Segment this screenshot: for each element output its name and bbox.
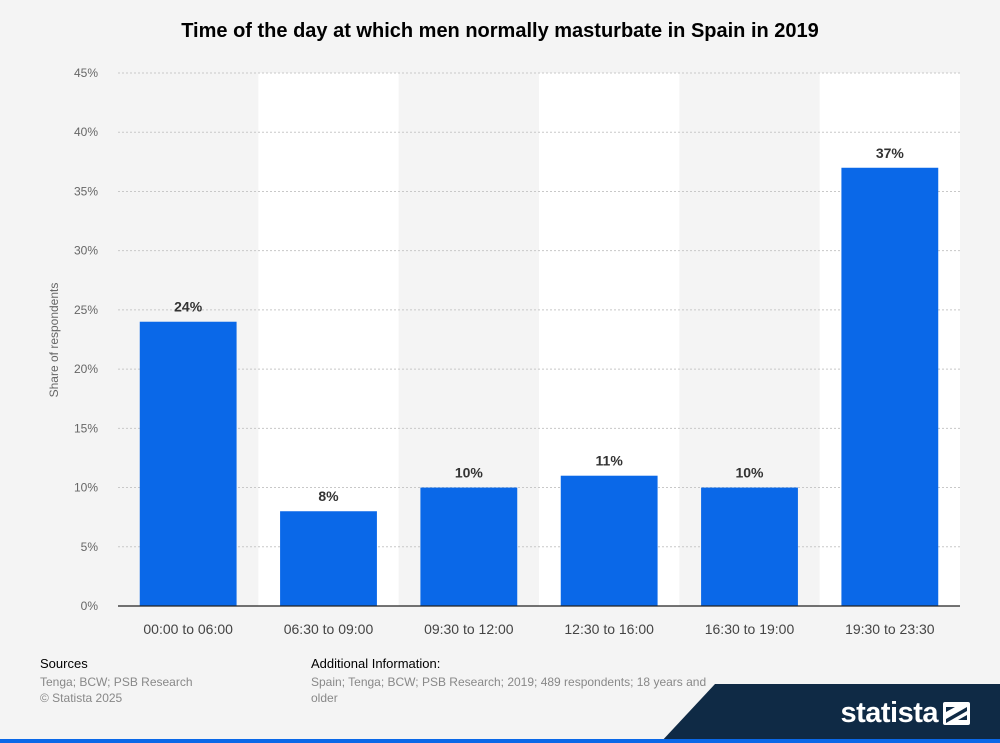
statista-logo-text[interactable]: statista <box>840 697 938 729</box>
bar[interactable] <box>701 487 798 606</box>
additional-info-text: Spain; Tenga; BCW; PSB Research; 2019; 4… <box>311 674 707 706</box>
sources-block: Sources Tenga; BCW; PSB Research © Stati… <box>40 656 280 707</box>
bar[interactable] <box>139 321 237 606</box>
x-tick-label: 09:30 to 12:00 <box>424 621 514 637</box>
x-tick-label: 16:30 to 19:00 <box>705 621 795 637</box>
bar[interactable] <box>280 511 377 606</box>
value-labels: 24% 8% 10% 11% 10% 37% <box>174 145 904 504</box>
value-label: 37% <box>876 145 905 161</box>
x-tick-label: 06:30 to 09:00 <box>284 621 374 637</box>
value-label: 10% <box>735 465 764 481</box>
bar[interactable] <box>420 487 518 606</box>
y-tick-label: 10% <box>74 481 98 495</box>
y-axis-label: Share of respondents <box>47 283 61 398</box>
chart-title: Time of the day at which men normally ma… <box>181 20 819 42</box>
value-label: 8% <box>318 488 339 504</box>
value-label: 11% <box>596 453 624 469</box>
sources-text[interactable]: Tenga; BCW; PSB Research <box>40 674 193 689</box>
y-tick-label: 0% <box>81 599 99 613</box>
bars <box>139 167 939 606</box>
additional-info-block: Additional Information: Spain; Tenga; BC… <box>311 656 731 707</box>
gridlines <box>118 72 960 548</box>
x-tick-label: 00:00 to 06:00 <box>143 621 233 637</box>
x-tick-label: 19:30 to 23:30 <box>845 621 935 637</box>
y-tick-label: 15% <box>74 421 98 435</box>
value-label: 10% <box>455 465 484 481</box>
y-tick-label: 45% <box>74 66 98 80</box>
copyright-text: © Statista 2025 <box>40 691 123 705</box>
bar[interactable] <box>841 167 939 606</box>
x-tick-label: 12:30 to 16:00 <box>564 621 654 637</box>
x-axis-ticks: 00:00 to 06:00 06:30 to 09:00 09:30 to 12:… <box>143 621 934 637</box>
additional-info-header: Additional Information: <box>311 656 441 671</box>
y-tick-label: 25% <box>74 303 98 317</box>
y-tick-label: 20% <box>74 362 98 376</box>
brand-banner <box>660 684 1000 743</box>
y-tick-label: 40% <box>74 125 98 139</box>
bar[interactable] <box>560 475 658 606</box>
y-tick-label: 5% <box>81 540 99 554</box>
value-label: 24% <box>174 299 203 315</box>
statista-logo-icon <box>943 702 970 725</box>
y-axis-ticks: 0% 5% 10% 15% 20% 25% 30% 35% 40% 45% <box>74 66 98 613</box>
accent-bottom-line <box>0 739 1000 743</box>
bar-chart: 0% 5% 10% 15% 20% 25% 30% 35% 40% 45% Share of re… <box>47 66 960 637</box>
y-tick-label: 35% <box>74 184 98 198</box>
y-tick-label: 30% <box>74 244 98 258</box>
sources-header: Sources <box>40 656 88 671</box>
